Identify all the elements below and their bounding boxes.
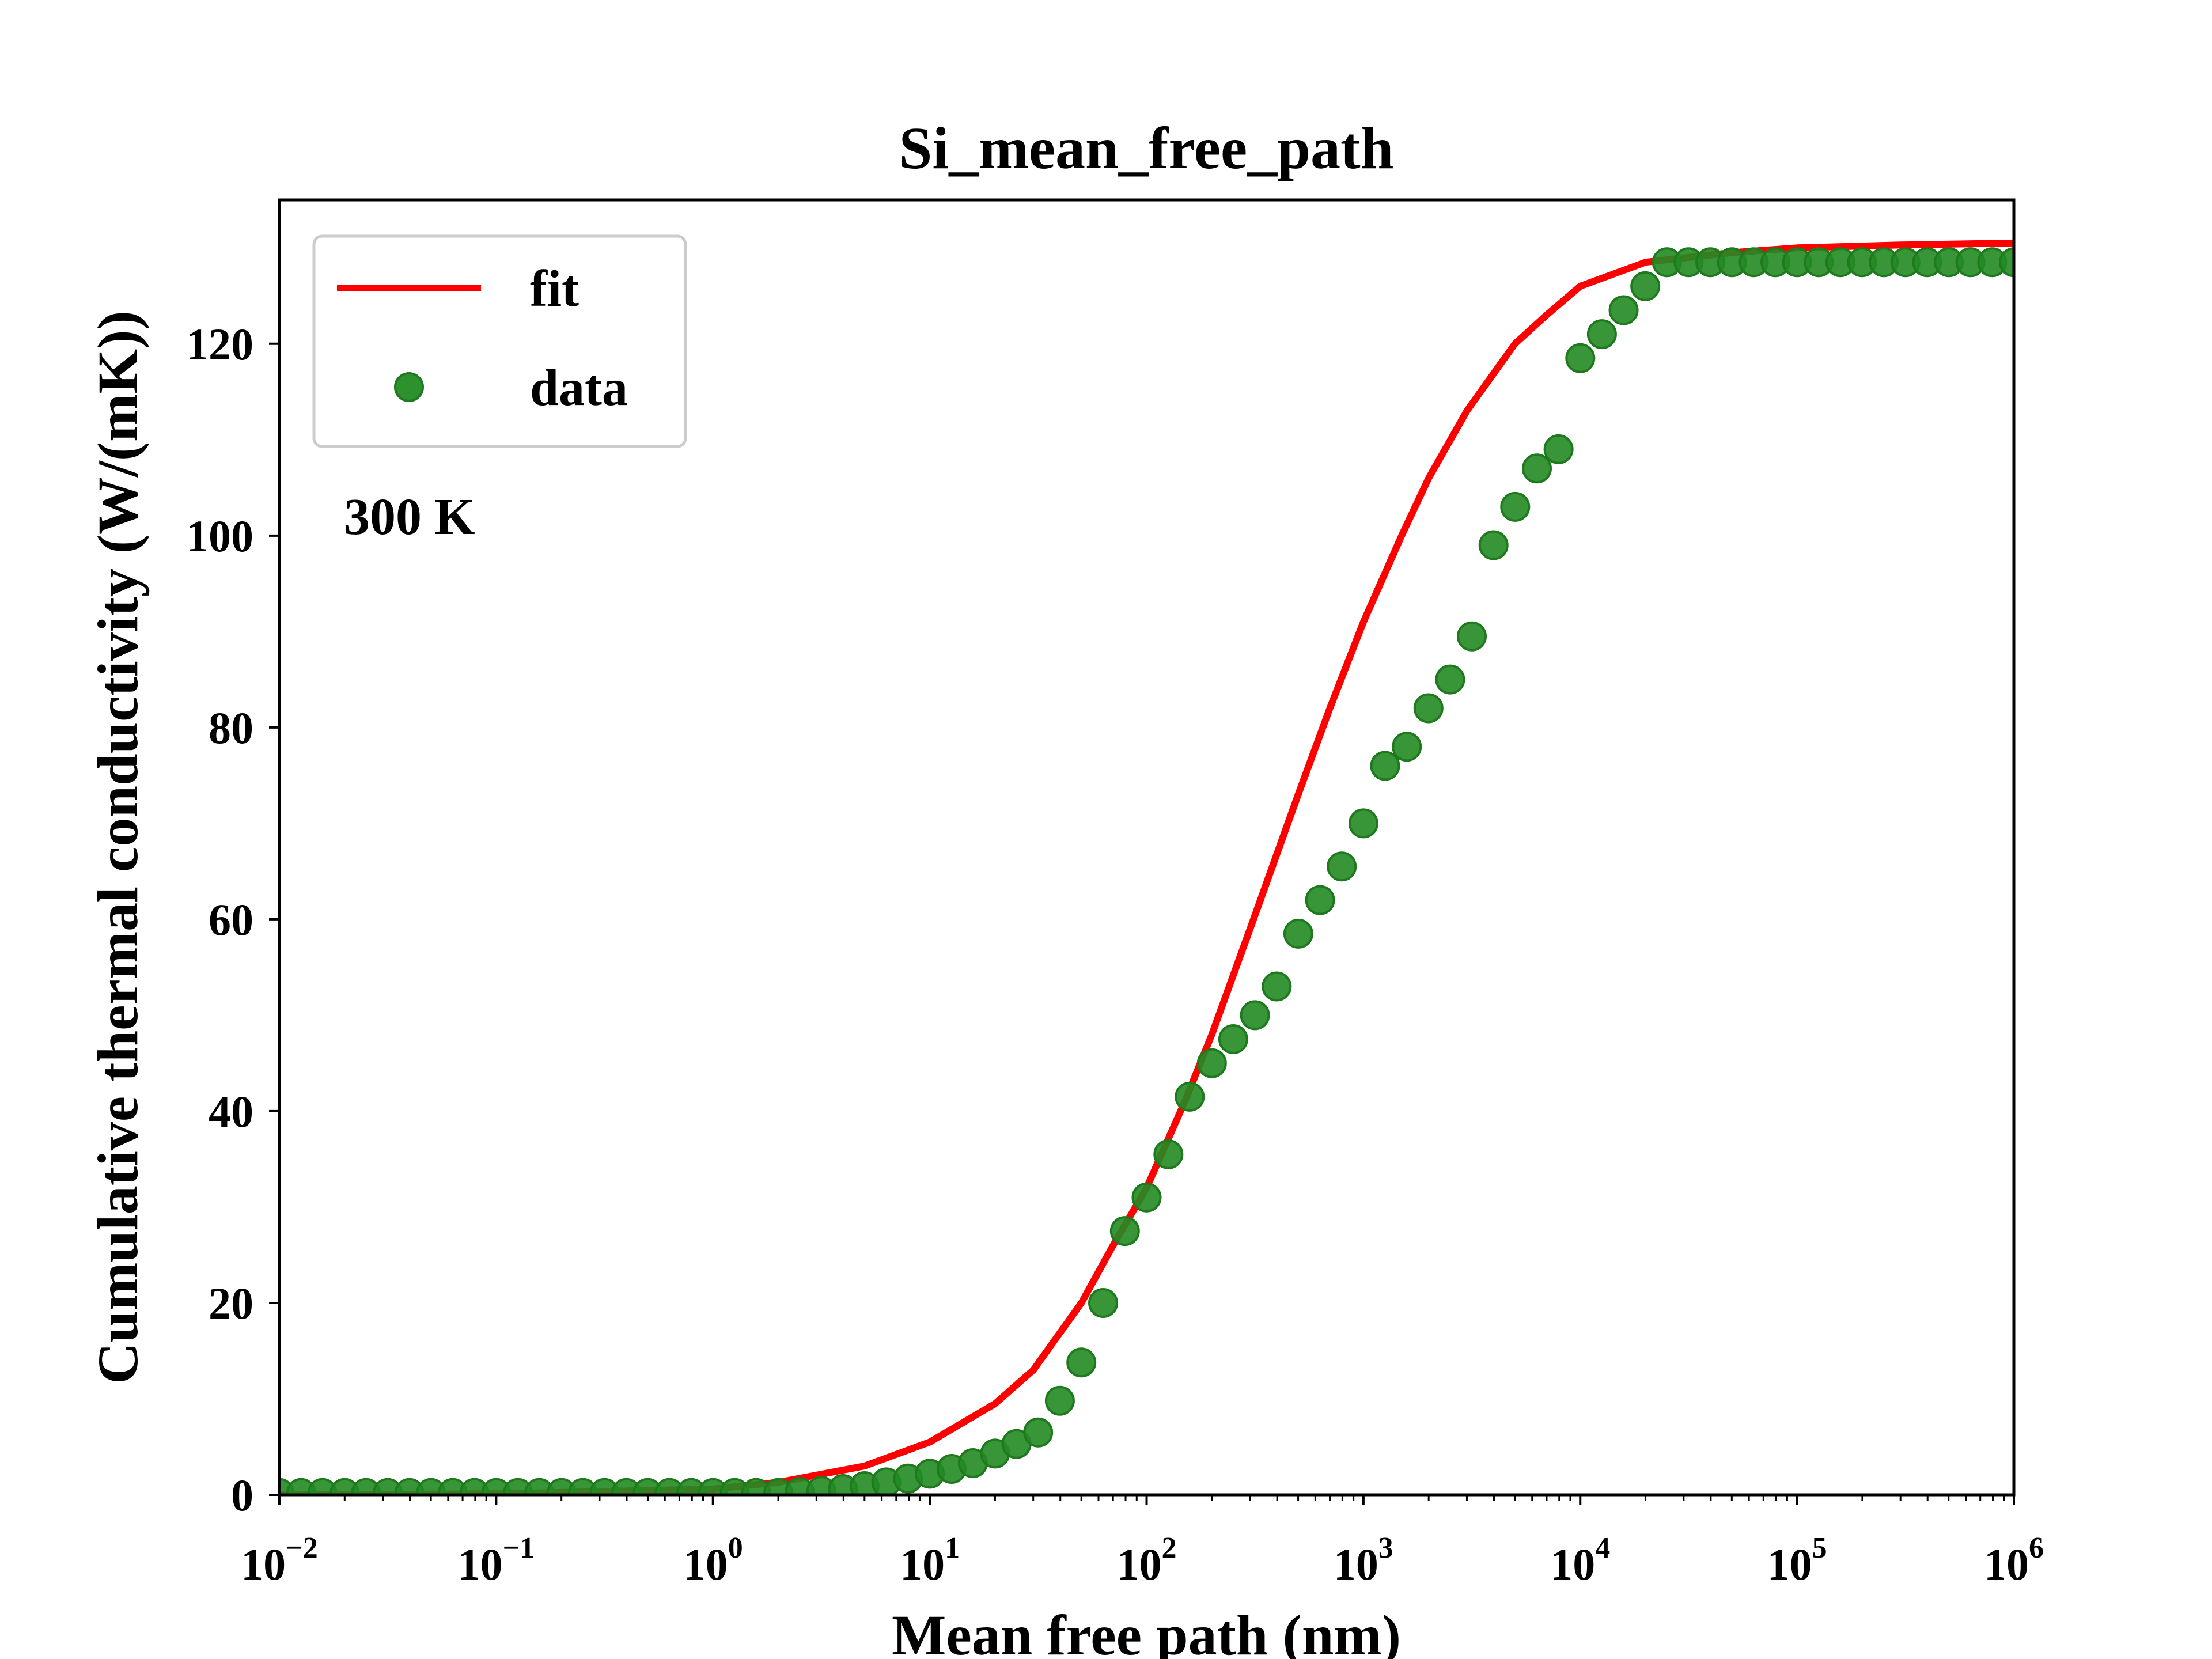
x-tick-label: 104 — [1550, 1532, 1610, 1589]
x-tick-label: 10−1 — [458, 1532, 535, 1589]
y-tick-label: 0 — [231, 1470, 253, 1520]
x-tick-label: 10−2 — [241, 1532, 318, 1589]
data-point — [1543, 434, 1574, 464]
x-tick-label: 100 — [683, 1532, 743, 1589]
data-series — [279, 247, 2014, 1495]
data-point — [1413, 693, 1444, 724]
legend-data-swatch — [394, 372, 424, 402]
data-point — [1023, 1417, 1054, 1448]
data-point — [1999, 247, 2014, 278]
data-point — [1066, 1347, 1097, 1378]
x-tick-label: 106 — [1984, 1532, 2044, 1589]
legend-fit-label: fit — [530, 260, 579, 317]
data-point — [1131, 1182, 1162, 1213]
plot-area — [278, 198, 2016, 1497]
data-point — [1565, 343, 1596, 373]
x-axis-label: Mean free path (nm) — [892, 1603, 1401, 1659]
y-tick-label: 60 — [209, 895, 253, 945]
y-tick-label: 40 — [209, 1086, 253, 1137]
data-point — [1630, 271, 1661, 301]
data-point — [1586, 319, 1617, 350]
data-point — [1196, 1048, 1227, 1078]
fit-series — [279, 239, 2014, 1495]
data-point — [1305, 885, 1335, 915]
temperature-annotation: 300 K — [344, 488, 475, 546]
y-axis: 0 20 40 60 80 100 120 — [186, 319, 279, 1520]
y-tick-label: 100 — [186, 511, 253, 561]
x-tick-label: 103 — [1334, 1532, 1393, 1589]
data-point — [1327, 851, 1357, 882]
data-point — [1262, 971, 1292, 1002]
y-axis-label: Cumulative thermal conductivity (W/(mK)) — [86, 310, 150, 1384]
x-tick-label: 105 — [1767, 1532, 1827, 1589]
data-point — [1522, 453, 1552, 484]
data-point — [1283, 918, 1313, 949]
data-point — [1478, 530, 1509, 560]
data-point — [1348, 808, 1378, 839]
x-tick-label: 102 — [1117, 1532, 1177, 1589]
data-point — [1088, 1288, 1118, 1318]
data-point — [1370, 751, 1400, 781]
y-tick-label: 20 — [209, 1278, 253, 1328]
legend-box — [312, 234, 687, 448]
data-point — [1109, 1216, 1140, 1247]
data-point — [1435, 664, 1465, 695]
y-tick-label: 120 — [186, 319, 253, 369]
chart-title: Si_mean_free_path — [899, 115, 1394, 181]
fit-line — [279, 239, 2014, 1495]
data-point — [1500, 491, 1531, 522]
legend: fit data — [312, 234, 687, 448]
data-point — [1240, 1000, 1270, 1031]
data-point — [1392, 732, 1422, 762]
data-point — [1608, 295, 1639, 325]
data-point — [1153, 1139, 1184, 1169]
legend-data-label: data — [530, 359, 628, 416]
x-tick-label: 101 — [900, 1532, 960, 1589]
data-point — [1457, 621, 1487, 652]
y-tick-label: 80 — [209, 703, 253, 753]
data-point — [1218, 1024, 1248, 1054]
data-point — [1044, 1385, 1075, 1416]
x-axis: 10−2 10−1 100 101 102 103 104 105 106 — [241, 1495, 2044, 1589]
data-point — [1175, 1081, 1205, 1112]
